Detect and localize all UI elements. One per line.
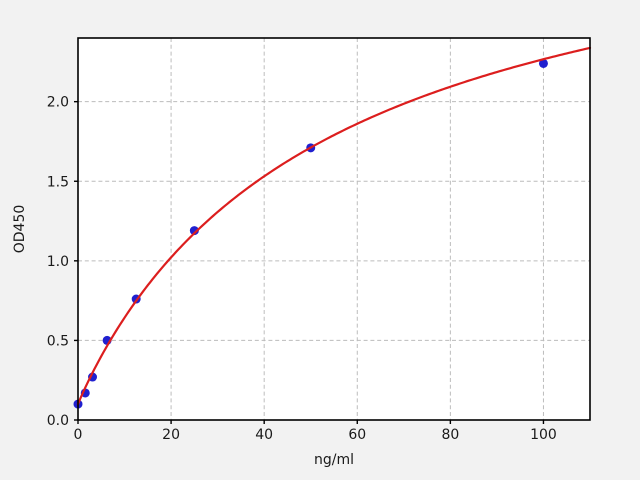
gridlines [78, 38, 590, 420]
x-tick-label: 80 [441, 427, 459, 443]
fit-curve-line [76, 46, 592, 406]
y-tick-label: 2.0 [47, 95, 69, 111]
x-tick-label: 0 [74, 427, 83, 443]
data-point [189, 226, 199, 236]
x-tick-label: 40 [255, 427, 273, 443]
x-tick-label: 100 [530, 427, 557, 443]
x-tick-label: 20 [162, 427, 180, 443]
y-tick-label: 0.0 [47, 413, 69, 429]
x-tick-label: 60 [348, 427, 366, 443]
y-axis-label: OD450 [12, 205, 28, 254]
y-tick-label: 1.5 [47, 174, 69, 190]
plot-frame [77, 37, 591, 421]
plot-area [78, 38, 590, 420]
axis-ticks: 0 20 40 60 80 100 0.0 0.5 1.0 1.5 2.0 [47, 95, 557, 443]
x-axis-label: ng/ml [314, 452, 354, 468]
y-tick-label: 1.0 [47, 254, 69, 270]
data-point [538, 58, 548, 68]
y-tick-label: 0.5 [47, 333, 69, 349]
